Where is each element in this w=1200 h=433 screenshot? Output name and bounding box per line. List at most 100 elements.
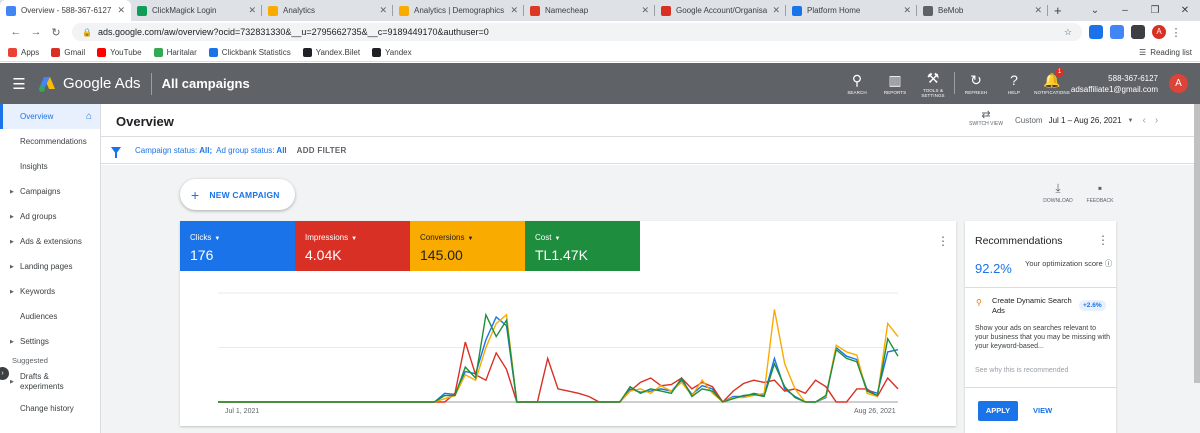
- tools-button[interactable]: ⚒ TOOLS & SETTINGS: [914, 63, 952, 104]
- tab-close-icon[interactable]: ✕: [903, 5, 911, 15]
- url-field[interactable]: 🔒 ads.google.com/aw/overview?ocid=732831…: [72, 23, 1082, 41]
- metric-label: Clicks ▼: [190, 233, 295, 242]
- sidebar-item-audiences[interactable]: Audiences: [0, 304, 100, 329]
- forward-icon[interactable]: →: [30, 26, 42, 38]
- see-why-link[interactable]: See why this is recommended: [975, 367, 1069, 374]
- metric-tile-cost[interactable]: Cost ▼ TL1.47K: [525, 221, 640, 271]
- bell-button[interactable]: 🔔 NOTIFICATIONS 1: [1033, 63, 1071, 104]
- tab-close-icon[interactable]: ✕: [641, 5, 649, 15]
- filter-icon[interactable]: [111, 147, 121, 158]
- recommendation-description: Show your ads on searches relevant to yo…: [975, 325, 1111, 350]
- sidebar-item-change-history[interactable]: Change history: [0, 396, 100, 421]
- sidebar-toggle-icon[interactable]: ›: [0, 367, 9, 380]
- browser-tab[interactable]: Namecheap ✕: [524, 0, 655, 21]
- help-button[interactable]: ? HELP: [995, 63, 1033, 104]
- suggested-heading: Suggested: [12, 356, 48, 365]
- reload-icon[interactable]: ↻: [51, 26, 61, 39]
- reports-button[interactable]: ▥ REPORTS: [876, 63, 914, 104]
- x-axis-start-label: Jul 1, 2021: [225, 408, 260, 415]
- puzzle-icon[interactable]: [1131, 25, 1145, 39]
- switch-view-button[interactable]: ⇄ SWITCH VIEW: [961, 109, 1011, 127]
- browser-tab[interactable]: Analytics | Demographics ✕: [393, 0, 524, 21]
- sidebar-item-settings[interactable]: ▶ Settings: [0, 329, 100, 354]
- filter-campaign-key[interactable]: Campaign status:: [135, 146, 198, 155]
- close-window-icon[interactable]: ✕: [1180, 5, 1190, 16]
- hamburger-menu-icon[interactable]: ☰: [12, 75, 26, 93]
- refresh-button[interactable]: ↻ REFRESH: [957, 63, 995, 104]
- account-info[interactable]: 588-367-6127 adsaffiliate1@gmail.com: [1071, 73, 1158, 95]
- feedback-button[interactable]: ▪ FEEDBACK: [1080, 182, 1120, 205]
- chart-more-icon[interactable]: ⋮: [937, 234, 949, 248]
- browser-tab[interactable]: Google Account/Organisa ✕: [655, 0, 786, 21]
- bookmark-item[interactable]: Gmail: [51, 47, 85, 57]
- sidebar-item-campaigns[interactable]: ▶ Campaigns: [0, 179, 100, 204]
- account-avatar[interactable]: A: [1169, 74, 1188, 93]
- tab-close-icon[interactable]: ✕: [117, 5, 125, 15]
- tab-search-icon[interactable]: ⌄: [1090, 5, 1100, 16]
- apply-button[interactable]: APPLY: [978, 401, 1018, 421]
- page-scrollbar[interactable]: [1194, 104, 1200, 383]
- metric-tile-impressions[interactable]: Impressions ▼ 4.04K: [295, 221, 410, 271]
- next-period-icon[interactable]: ›: [1154, 115, 1159, 126]
- sidebar-item-overview[interactable]: Overview ⌂: [0, 104, 100, 129]
- bookmark-item[interactable]: YouTube: [97, 47, 142, 57]
- tab-close-icon[interactable]: ✕: [1034, 5, 1042, 15]
- browser-tab[interactable]: Platform Home ✕: [786, 0, 917, 21]
- add-filter-button[interactable]: ADD FILTER: [296, 146, 347, 155]
- reading-list[interactable]: ☰ Reading list: [1139, 48, 1192, 57]
- view-button[interactable]: VIEW: [1033, 406, 1053, 415]
- bookmark-label: Haritalar: [166, 47, 197, 57]
- bookmark-item[interactable]: Clickbank Statistics: [208, 47, 291, 57]
- prev-period-icon[interactable]: ‹: [1142, 115, 1146, 126]
- date-range-picker[interactable]: Custom Jul 1 – Aug 26, 2021 ▼ ‹ ›: [1015, 115, 1158, 126]
- tab-favicon-icon: [137, 5, 147, 16]
- sidebar-item-drafts-experiments[interactable]: ▶ Drafts & experiments: [0, 368, 100, 396]
- new-campaign-button[interactable]: + NEW CAMPAIGN: [180, 179, 295, 210]
- metric-tile-conversions[interactable]: Conversions ▼ 145.00: [410, 221, 525, 271]
- bookmark-star-icon[interactable]: ☆: [1063, 26, 1072, 37]
- recommendations-more-icon[interactable]: ⋮: [1097, 233, 1109, 247]
- bookmark-icon: [51, 47, 61, 57]
- bookmark-item[interactable]: Apps: [8, 47, 39, 57]
- tab-favicon-icon: [530, 5, 540, 16]
- profile-avatar[interactable]: A: [1152, 25, 1166, 39]
- minimize-icon[interactable]: –: [1122, 5, 1128, 16]
- recommendations-card: Recommendations ⋮ 92.2% Your optimizatio…: [965, 221, 1116, 433]
- tab-close-icon[interactable]: ✕: [772, 5, 780, 15]
- tab-close-icon[interactable]: ✕: [248, 5, 256, 15]
- browser-tab[interactable]: Analytics ✕: [262, 0, 393, 21]
- bookmark-item[interactable]: Yandex: [372, 47, 412, 57]
- extension-icon[interactable]: [1110, 25, 1124, 39]
- restore-icon[interactable]: ❐: [1150, 5, 1160, 16]
- sidebar-item-landing-pages[interactable]: ▶ Landing pages: [0, 254, 100, 279]
- sidebar-item-ad-groups[interactable]: ▶ Ad groups: [0, 204, 100, 229]
- sidebar-item-recommendations[interactable]: Recommendations: [0, 129, 100, 154]
- tools-label: TOOLS & SETTINGS: [921, 87, 945, 98]
- sidebar-item-ads-extensions[interactable]: ▶ Ads & extensions: [0, 229, 100, 254]
- recommendation-title: Create Dynamic Search Ads: [992, 296, 1072, 315]
- browser-tab[interactable]: ClickMagick Login ✕: [131, 0, 262, 21]
- tab-favicon-icon: [399, 5, 409, 16]
- refresh-label: REFRESH: [964, 90, 988, 95]
- menu-icon[interactable]: ⋮: [1170, 26, 1182, 39]
- browser-tab[interactable]: BeMob ✕: [917, 0, 1048, 21]
- filter-adgroup-key[interactable]: Ad group status:: [216, 146, 275, 155]
- download-button[interactable]: ⤓ DOWNLOAD: [1038, 182, 1078, 205]
- bookmark-item[interactable]: Haritalar: [153, 47, 197, 57]
- bookmark-item[interactable]: Yandex.Bilet: [302, 47, 360, 57]
- sidebar-item-keywords[interactable]: ▶ Keywords: [0, 279, 100, 304]
- extension-icon[interactable]: [1089, 25, 1103, 39]
- tab-close-icon[interactable]: ✕: [379, 5, 387, 15]
- browser-tab[interactable]: Overview - 588-367-6127 ✕: [0, 0, 131, 21]
- new-tab-button[interactable]: +: [1054, 3, 1062, 18]
- bookmark-label: YouTube: [110, 47, 142, 57]
- sidebar-item-insights[interactable]: Insights: [0, 154, 100, 179]
- back-icon[interactable]: ←: [10, 26, 22, 38]
- tab-close-icon[interactable]: ✕: [510, 5, 518, 15]
- search-button[interactable]: ⚲ SEARCH: [838, 63, 876, 104]
- score-label-text: Your optimization score: [1025, 259, 1103, 268]
- help-icon[interactable]: ⓘ: [1104, 259, 1113, 268]
- filter-campaign-value[interactable]: All;: [199, 146, 213, 155]
- filter-adgroup-value[interactable]: All: [276, 146, 287, 155]
- metric-tile-clicks[interactable]: Clicks ▼ 176: [180, 221, 295, 271]
